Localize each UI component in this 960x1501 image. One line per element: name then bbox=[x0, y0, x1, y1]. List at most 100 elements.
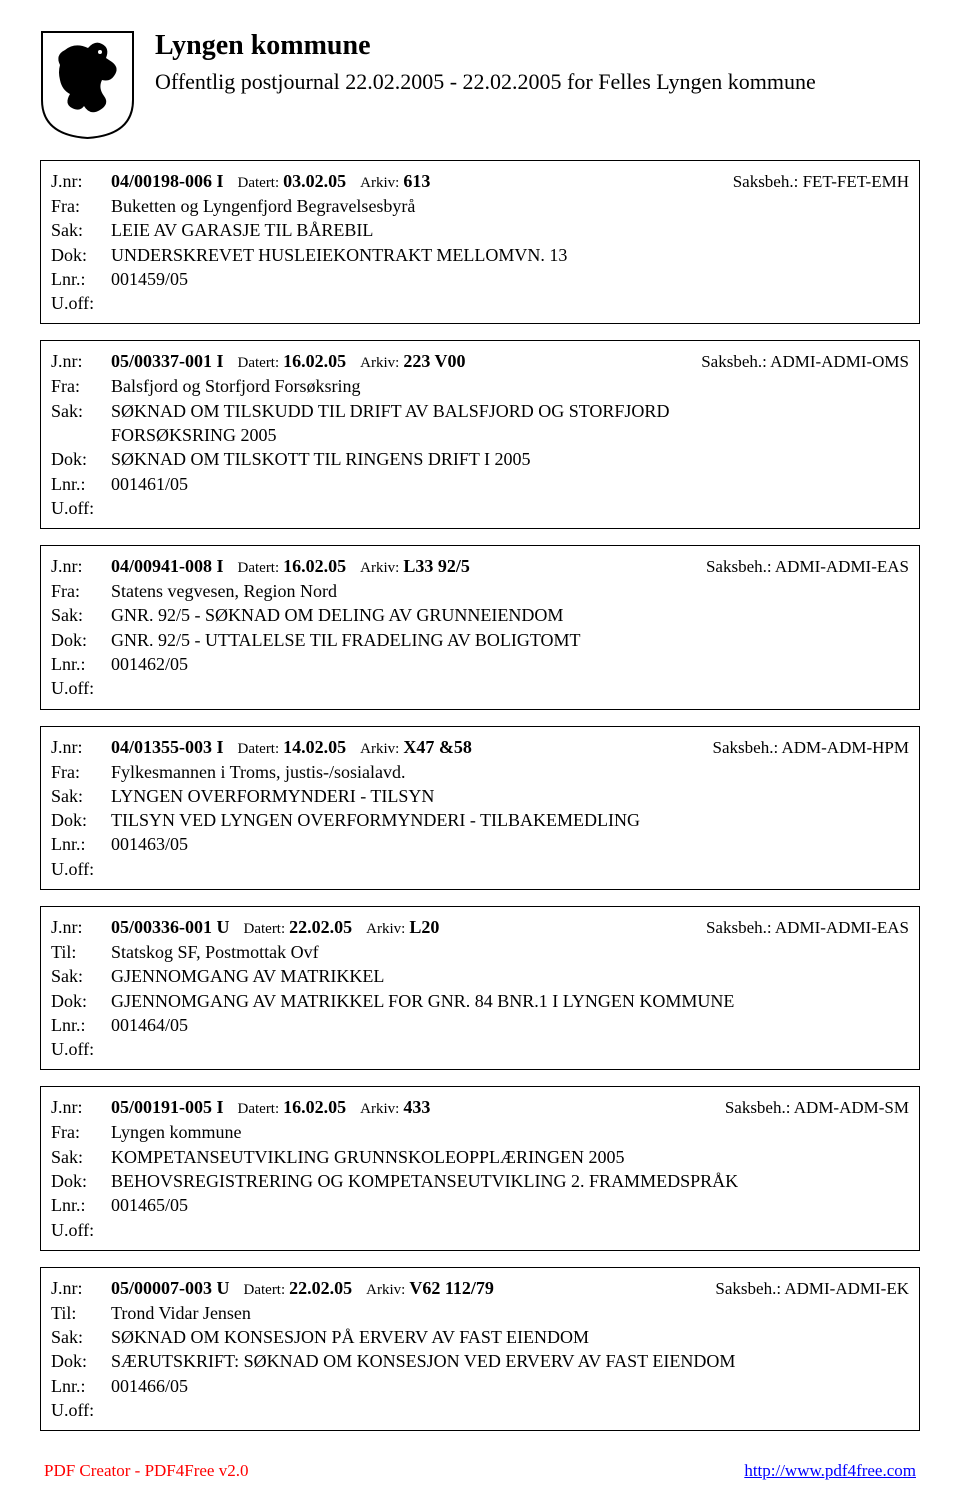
datert-value: 16.02.05 bbox=[283, 1095, 346, 1119]
lnr-label: Lnr.: bbox=[51, 832, 111, 856]
page-footer: PDF Creator - PDF4Free v2.0 http://www.p… bbox=[40, 1461, 920, 1481]
sak-value: GJENNOMGANG AV MATRIKKEL bbox=[111, 964, 909, 988]
header-text-block: Lyngen kommune Offentlig postjournal 22.… bbox=[155, 30, 920, 97]
footer-generator-text: PDF Creator - PDF4Free v2.0 bbox=[44, 1461, 248, 1481]
uoff-label: U.off: bbox=[51, 676, 111, 700]
uoff-value bbox=[111, 291, 909, 315]
arkiv-value: L20 bbox=[409, 915, 439, 939]
party-label: Fra: bbox=[51, 1120, 111, 1144]
dok-value: TILSYN VED LYNGEN OVERFORMYNDERI - TILBA… bbox=[111, 808, 909, 832]
party-value: Fylkesmannen i Troms, justis-/sosialavd. bbox=[111, 760, 909, 784]
uoff-label: U.off: bbox=[51, 291, 111, 315]
datert-label: Datert: bbox=[238, 173, 280, 193]
datert-value: 14.02.05 bbox=[283, 735, 346, 759]
jnr-label: J.nr: bbox=[51, 169, 111, 193]
lnr-label: Lnr.: bbox=[51, 1193, 111, 1217]
journal-entry: J.nr:05/00337-001 I Datert:16.02.05 Arkiv:… bbox=[40, 340, 920, 529]
sak-label: Sak: bbox=[51, 784, 111, 808]
party-label: Fra: bbox=[51, 579, 111, 603]
sak-label: Sak: bbox=[51, 1325, 111, 1349]
uoff-label: U.off: bbox=[51, 1398, 111, 1422]
uoff-label: U.off: bbox=[51, 857, 111, 881]
sak-value: SØKNAD OM TILSKUDD TIL DRIFT AV BALSFJOR… bbox=[111, 399, 909, 423]
dok-label: Dok: bbox=[51, 808, 111, 832]
saksbeh-value: Saksbeh.: ADM-ADM-SM bbox=[725, 1097, 909, 1120]
saksbeh-value: Saksbeh.: ADM-ADM-HPM bbox=[713, 737, 909, 760]
sak-value: LYNGEN OVERFORMYNDERI - TILSYN bbox=[111, 784, 909, 808]
saksbeh-value: Saksbeh.: ADMI-ADMI-EAS bbox=[706, 917, 909, 940]
lnr-label: Lnr.: bbox=[51, 267, 111, 291]
party-label: Fra: bbox=[51, 194, 111, 218]
datert-label: Datert: bbox=[238, 353, 280, 373]
sak-value: GNR. 92/5 - SØKNAD OM DELING AV GRUNNEIE… bbox=[111, 603, 909, 627]
jnr-value: 05/00337-001 I bbox=[111, 349, 224, 373]
uoff-value bbox=[111, 857, 909, 881]
datert-label: Datert: bbox=[244, 1280, 286, 1300]
jnr-label: J.nr: bbox=[51, 1095, 111, 1119]
municipality-shield-logo bbox=[40, 30, 135, 140]
jnr-value: 04/00198-006 I bbox=[111, 169, 224, 193]
sak-label: Sak: bbox=[51, 964, 111, 988]
jnr-value: 05/00191-005 I bbox=[111, 1095, 224, 1119]
datert-value: 22.02.05 bbox=[289, 1276, 352, 1300]
jnr-value: 05/00007-003 U bbox=[111, 1276, 230, 1300]
sak-label: Sak: bbox=[51, 1145, 111, 1169]
journal-entry: J.nr:04/01355-003 IDatert:14.02.05Arkiv:… bbox=[40, 726, 920, 890]
document-subtitle: Offentlig postjournal 22.02.2005 - 22.02… bbox=[155, 68, 920, 97]
arkiv-label: Arkiv: bbox=[360, 353, 399, 373]
jnr-label: J.nr: bbox=[51, 554, 111, 578]
uoff-value bbox=[111, 496, 909, 520]
jnr-value: 04/01355-003 I bbox=[111, 735, 224, 759]
uoff-value bbox=[111, 1398, 909, 1422]
lnr-value: 001461/05 bbox=[111, 472, 909, 496]
arkiv-value: 613 bbox=[403, 169, 430, 193]
party-value: Lyngen kommune bbox=[111, 1120, 909, 1144]
dok-value: GJENNOMGANG AV MATRIKKEL FOR GNR. 84 BNR… bbox=[111, 989, 909, 1013]
dok-label: Dok: bbox=[51, 447, 111, 471]
jnr-label: J.nr: bbox=[51, 349, 111, 373]
party-label: Fra: bbox=[51, 374, 111, 398]
uoff-label: U.off: bbox=[51, 1037, 111, 1061]
lnr-value: 001464/05 bbox=[111, 1013, 909, 1037]
dok-value: SØKNAD OM TILSKOTT TIL RINGENS DRIFT I 2… bbox=[111, 447, 909, 471]
lnr-value: 001463/05 bbox=[111, 832, 909, 856]
journal-entry: J.nr:04/00198-006 IDatert:03.02.05Arkiv:… bbox=[40, 160, 920, 324]
sak-value: LEIE AV GARASJE TIL BÅREBIL bbox=[111, 218, 909, 242]
uoff-value bbox=[111, 676, 909, 700]
dok-value: SÆRUTSKRIFT: SØKNAD OM KONSESJON VED ERV… bbox=[111, 1349, 909, 1373]
datert-label: Datert: bbox=[238, 558, 280, 578]
datert-value: 16.02.05 bbox=[283, 349, 346, 373]
sak-value: SØKNAD OM KONSESJON PÅ ERVERV AV FAST EI… bbox=[111, 1325, 909, 1349]
sak-label: Sak: bbox=[51, 218, 111, 242]
party-value: Balsfjord og Storfjord Forsøksring bbox=[111, 374, 909, 398]
arkiv-label: Arkiv: bbox=[360, 739, 399, 759]
party-label: Til: bbox=[51, 1301, 111, 1325]
dok-value: UNDERSKREVET HUSLEIEKONTRAKT MELLOMVN. 1… bbox=[111, 243, 909, 267]
arkiv-label: Arkiv: bbox=[360, 173, 399, 193]
arkiv-value: 433 bbox=[403, 1095, 430, 1119]
party-value: Statskog SF, Postmottak Ovf bbox=[111, 940, 909, 964]
arkiv-label: Arkiv: bbox=[366, 919, 405, 939]
uoff-value bbox=[111, 1218, 909, 1242]
footer-url-link[interactable]: http://www.pdf4free.com bbox=[744, 1461, 916, 1481]
datert-value: 22.02.05 bbox=[289, 915, 352, 939]
arkiv-label: Arkiv: bbox=[366, 1280, 405, 1300]
datert-label: Datert: bbox=[244, 919, 286, 939]
dok-label: Dok: bbox=[51, 628, 111, 652]
journal-entry: J.nr:05/00007-003 UDatert:22.02.05Arkiv:… bbox=[40, 1267, 920, 1431]
arkiv-value: X47 &58 bbox=[403, 735, 472, 759]
datert-label: Datert: bbox=[238, 739, 280, 759]
dok-label: Dok: bbox=[51, 989, 111, 1013]
journal-entry: J.nr:04/00941-008 IDatert:16.02.05Arkiv:… bbox=[40, 545, 920, 709]
saksbeh-value: Saksbeh.: ADMI-ADMI-OMS bbox=[701, 351, 909, 374]
lnr-value: 001462/05 bbox=[111, 652, 909, 676]
lnr-label: Lnr.: bbox=[51, 472, 111, 496]
arkiv-value: L33 92/5 bbox=[403, 554, 470, 578]
journal-entry: J.nr:05/00191-005 I Datert:16.02.05 Arkiv:… bbox=[40, 1086, 920, 1250]
lnr-label: Lnr.: bbox=[51, 1013, 111, 1037]
saksbeh-value: Saksbeh.: FET-FET-EMH bbox=[733, 171, 909, 194]
arkiv-value: V62 112/79 bbox=[409, 1276, 494, 1300]
jnr-value: 05/00336-001 U bbox=[111, 915, 230, 939]
datert-label: Datert: bbox=[238, 1099, 280, 1119]
arkiv-label: Arkiv: bbox=[360, 1099, 399, 1119]
